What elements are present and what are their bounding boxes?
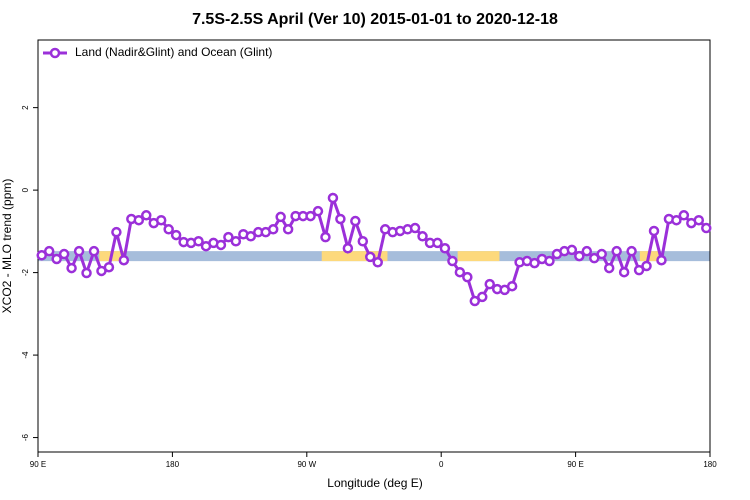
point <box>574 250 585 262</box>
point <box>215 239 227 251</box>
point <box>350 215 361 227</box>
point <box>223 231 234 243</box>
point <box>529 257 540 269</box>
x-tick-label: 180 <box>166 460 180 469</box>
point <box>282 224 294 235</box>
point <box>447 255 458 267</box>
point <box>141 210 152 221</box>
point <box>544 255 555 267</box>
point <box>596 248 607 260</box>
point <box>155 214 167 226</box>
point <box>365 251 376 263</box>
point <box>678 210 690 221</box>
point <box>230 236 242 247</box>
point <box>118 254 130 266</box>
point <box>693 214 705 226</box>
point <box>73 245 85 257</box>
point <box>439 243 451 254</box>
x-tick-label: 90 E <box>567 460 583 469</box>
point <box>506 280 518 292</box>
point <box>589 252 600 264</box>
point <box>335 213 346 225</box>
point <box>320 231 331 243</box>
point <box>656 254 667 266</box>
x-tick-label: 90 E <box>30 460 46 469</box>
point <box>477 291 488 303</box>
point <box>581 245 593 257</box>
point <box>103 261 115 273</box>
point <box>641 260 652 272</box>
point <box>305 210 316 222</box>
point <box>462 271 473 283</box>
point <box>454 266 466 278</box>
y-tick-label: 0 <box>21 187 30 192</box>
point <box>603 262 615 274</box>
legend-label: Land (Nadir&Glint) and Ocean (Glint) <box>75 45 272 59</box>
y-axis-label: XCO2 - MLO trend (ppm) <box>0 179 14 314</box>
y-tick-label: -6 <box>21 433 30 441</box>
point <box>626 245 637 257</box>
point <box>417 231 428 242</box>
point <box>432 237 443 249</box>
point <box>618 266 630 278</box>
point <box>245 231 257 242</box>
point <box>372 257 383 268</box>
point <box>193 236 204 247</box>
point <box>357 236 369 247</box>
x-tick-label: 90 W <box>297 460 316 469</box>
point <box>484 278 495 290</box>
point <box>566 244 578 256</box>
point <box>312 205 324 217</box>
x-axis-label: Longitude (deg E) <box>327 476 422 490</box>
point <box>275 211 286 223</box>
point <box>111 226 122 238</box>
point <box>133 214 145 226</box>
y-tick-label: -4 <box>21 351 30 359</box>
point <box>633 264 645 276</box>
chart-title: 7.5S-2.5S April (Ver 10) 2015-01-01 to 2… <box>192 11 558 28</box>
point <box>327 192 339 204</box>
point <box>88 245 100 257</box>
point <box>66 262 77 274</box>
point <box>469 295 481 307</box>
point <box>43 245 55 257</box>
point <box>51 253 62 265</box>
plot-frame <box>37 39 711 453</box>
point <box>36 250 47 261</box>
point <box>611 245 622 257</box>
y-tick-label: 2 <box>21 105 30 110</box>
point <box>58 248 70 260</box>
point <box>170 229 182 241</box>
point <box>163 224 174 235</box>
x-tick-label: 180 <box>703 460 717 469</box>
point <box>701 222 712 234</box>
x-tick-label: 0 <box>439 460 444 469</box>
legend-marker <box>49 47 61 59</box>
y-tick-label: -2 <box>21 268 30 276</box>
point <box>648 225 660 237</box>
point <box>409 222 421 234</box>
point <box>267 224 279 235</box>
point <box>81 267 92 279</box>
point <box>671 214 682 226</box>
point <box>342 243 354 254</box>
